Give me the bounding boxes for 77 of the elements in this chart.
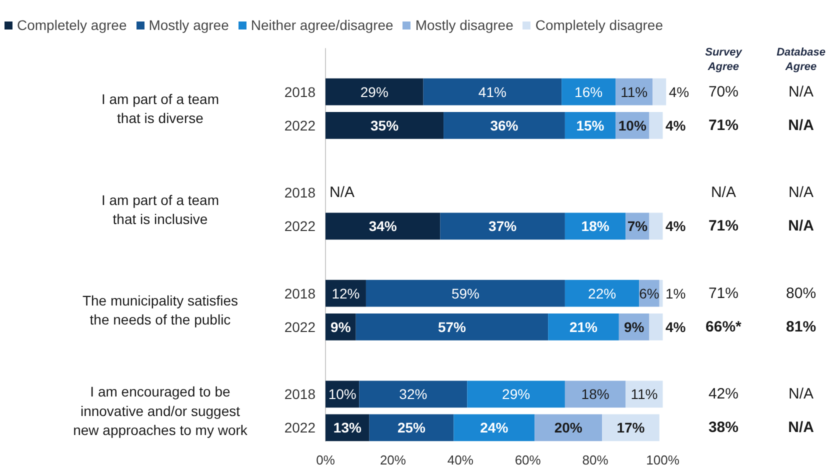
text: N/A: [788, 83, 814, 100]
text: 71%: [708, 116, 738, 134]
legend-label: Mostly disagree: [415, 17, 514, 33]
data-label: 57%: [438, 318, 467, 335]
x-tick-label: 40%: [447, 452, 474, 468]
data-label: 29%: [502, 386, 530, 402]
data-label: 7%: [627, 218, 648, 234]
y-tick-label: 2022: [284, 117, 316, 134]
data-label: 6%: [639, 285, 660, 302]
text: 80%: [786, 284, 816, 302]
legend-label: Mostly agree: [148, 17, 229, 33]
data-label: 22%: [588, 285, 616, 302]
text: I am encouraged to be innovative and/or suggest new approaches to my work: [73, 384, 248, 438]
data-label: 4%: [665, 318, 686, 335]
data-label: 21%: [569, 318, 598, 335]
x-tick-label: 100%: [646, 452, 680, 468]
y-tick-label: 2022: [284, 420, 316, 436]
text: The municipality satisfies the needs of the public: [82, 292, 238, 328]
legend-label: Completely disagree: [535, 17, 663, 33]
x-tick-label: 20%: [380, 452, 406, 468]
data-label: 11%: [620, 84, 648, 100]
legend-label: Neither agree/disagree: [250, 17, 394, 33]
text: 70%: [708, 83, 738, 100]
text: N/A: [788, 419, 814, 436]
data-label: 17%: [616, 420, 646, 436]
text: I am part of a team that is diverse: [101, 90, 219, 126]
x-tick-label: 80%: [582, 452, 609, 468]
data-label: 15%: [576, 117, 605, 134]
data-label: 10%: [328, 386, 356, 402]
text: N/A: [788, 218, 814, 235]
data-label: 29%: [360, 84, 388, 100]
data-label: 13%: [333, 420, 362, 436]
data-label: 24%: [480, 420, 509, 436]
data-label: 4%: [668, 84, 690, 100]
data-label: 35%: [370, 117, 400, 134]
y-tick-label: 2022: [284, 218, 316, 234]
text: N/A: [710, 184, 736, 202]
y-tick-label: 2018: [284, 84, 316, 100]
text: Survey Agree: [705, 46, 743, 74]
data-label: 16%: [574, 84, 603, 100]
text: 66%*: [706, 318, 742, 336]
data-label: 18%: [581, 218, 610, 234]
data-label: 37%: [488, 218, 518, 234]
data-label: 41%: [478, 84, 506, 100]
y-tick-label: 2022: [284, 318, 316, 335]
text: 71%: [708, 284, 738, 302]
text: I am part of a team that is inclusive: [101, 192, 219, 227]
text: N/A: [788, 184, 814, 202]
text: N/A: [788, 386, 814, 403]
data-label: 34%: [368, 218, 398, 234]
data-label: 9%: [330, 318, 352, 335]
data-label: 25%: [397, 420, 426, 436]
data-label: 4%: [665, 218, 686, 234]
text: 42%: [708, 386, 738, 403]
data-label: 9%: [624, 318, 645, 335]
data-label: 20%: [554, 420, 583, 436]
data-label: 10%: [618, 117, 647, 134]
data-label: 18%: [581, 386, 610, 402]
text: 81%: [786, 318, 816, 336]
data-label: 12%: [332, 285, 360, 302]
data-label: 32%: [399, 386, 428, 402]
text: 38%: [708, 419, 738, 436]
text: 71%: [708, 218, 738, 235]
legend-label: Completely agree: [17, 17, 127, 33]
data-label: 59%: [451, 285, 480, 302]
annotation: N/A: [330, 184, 355, 202]
text: Database Agree: [776, 46, 826, 74]
data-label: 36%: [490, 117, 519, 134]
y-tick-label: 2018: [284, 285, 316, 302]
y-tick-label: 2018: [284, 386, 316, 402]
text: N/A: [788, 116, 814, 134]
data-label: 4%: [665, 117, 686, 134]
x-tick-label: 60%: [514, 452, 542, 468]
y-tick-label: 2018: [284, 184, 316, 201]
data-label: 1%: [665, 285, 686, 302]
data-label: 11%: [630, 386, 658, 402]
x-tick-label: 0%: [316, 452, 336, 468]
